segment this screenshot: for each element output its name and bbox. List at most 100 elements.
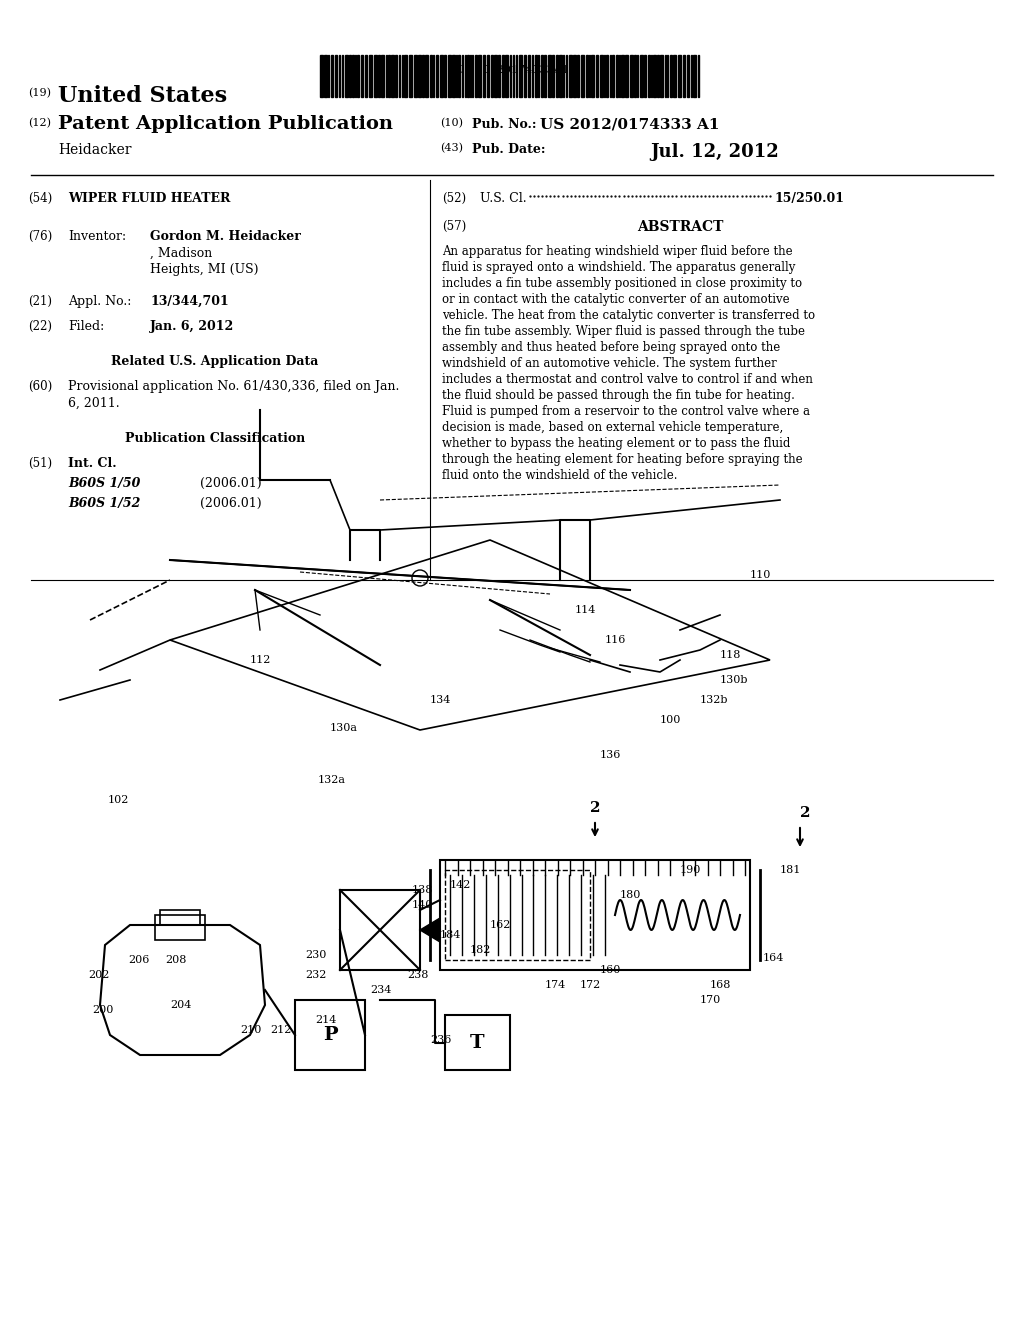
Text: U.S. Cl.: U.S. Cl. xyxy=(480,191,526,205)
Bar xyxy=(475,55,476,96)
Bar xyxy=(324,55,327,96)
Text: the fluid should be passed through the fin tube for heating.: the fluid should be passed through the f… xyxy=(442,389,795,403)
Bar xyxy=(390,55,393,96)
Text: (60): (60) xyxy=(28,380,52,393)
Text: 112: 112 xyxy=(250,655,271,665)
Text: decision is made, based on external vehicle temperature,: decision is made, based on external vehi… xyxy=(442,421,783,434)
Text: 138: 138 xyxy=(412,884,433,895)
Text: B60S 1/50: B60S 1/50 xyxy=(68,477,140,490)
Bar xyxy=(340,890,420,970)
Text: 200: 200 xyxy=(92,1005,114,1015)
Bar xyxy=(589,55,590,96)
Bar xyxy=(357,55,358,96)
Bar xyxy=(606,55,607,96)
Text: windshield of an automotive vehicle. The system further: windshield of an automotive vehicle. The… xyxy=(442,356,777,370)
Text: 184: 184 xyxy=(440,931,462,940)
Text: An apparatus for heating windshield wiper fluid before the: An apparatus for heating windshield wipe… xyxy=(442,246,793,257)
Bar xyxy=(331,55,333,96)
Text: 136: 136 xyxy=(600,750,622,760)
Bar xyxy=(471,55,473,96)
Text: 100: 100 xyxy=(660,715,681,725)
Bar xyxy=(596,55,598,96)
Text: Int. Cl.: Int. Cl. xyxy=(68,457,117,470)
Bar xyxy=(465,55,466,96)
Text: US 20120174333A1: US 20120174333A1 xyxy=(455,65,569,75)
Bar xyxy=(447,55,451,96)
Bar xyxy=(634,55,636,96)
Text: 134: 134 xyxy=(430,696,452,705)
Text: 204: 204 xyxy=(170,1001,191,1010)
Bar xyxy=(160,909,200,925)
Text: 162: 162 xyxy=(490,920,511,931)
Text: United States: United States xyxy=(58,84,227,107)
Text: WIPER FLUID HEATER: WIPER FLUID HEATER xyxy=(68,191,230,205)
Text: Heights, MI (US): Heights, MI (US) xyxy=(150,263,258,276)
Bar xyxy=(599,55,602,96)
Text: Heidacker: Heidacker xyxy=(58,143,131,157)
Text: 182: 182 xyxy=(470,945,492,954)
Bar xyxy=(360,55,362,96)
Bar xyxy=(612,55,613,96)
Text: 116: 116 xyxy=(605,635,627,645)
Text: 208: 208 xyxy=(165,954,186,965)
Text: Inventor:: Inventor: xyxy=(68,230,126,243)
Bar xyxy=(467,55,469,96)
Text: whether to bypass the heating element or to pass the fluid: whether to bypass the heating element or… xyxy=(442,437,791,450)
Text: 210: 210 xyxy=(240,1026,261,1035)
Text: 132b: 132b xyxy=(700,696,728,705)
Text: includes a thermostat and control valve to control if and when: includes a thermostat and control valve … xyxy=(442,374,813,385)
Bar xyxy=(556,55,557,96)
Bar xyxy=(650,55,652,96)
Text: the fin tube assembly. Wiper fluid is passed through the tube: the fin tube assembly. Wiper fluid is pa… xyxy=(442,325,805,338)
Bar xyxy=(445,1015,510,1071)
Bar xyxy=(678,55,681,96)
Text: 238: 238 xyxy=(407,970,428,979)
Text: 102: 102 xyxy=(108,795,129,805)
Text: 110: 110 xyxy=(750,570,771,579)
Bar xyxy=(569,55,571,96)
Bar xyxy=(398,55,400,96)
Bar xyxy=(544,55,546,96)
Bar xyxy=(374,55,377,96)
Text: (76): (76) xyxy=(28,230,52,243)
Text: (51): (51) xyxy=(28,457,52,470)
Text: (57): (57) xyxy=(442,220,466,234)
Text: fluid onto the windshield of the vehicle.: fluid onto the windshield of the vehicle… xyxy=(442,469,678,482)
Bar xyxy=(637,55,638,96)
Bar xyxy=(505,55,508,96)
Bar xyxy=(586,55,588,96)
Bar xyxy=(429,55,431,96)
Text: 212: 212 xyxy=(270,1026,292,1035)
Bar xyxy=(577,55,579,96)
Text: ABSTRACT: ABSTRACT xyxy=(637,220,723,234)
Text: (22): (22) xyxy=(28,319,52,333)
Text: Filed:: Filed: xyxy=(68,319,104,333)
Text: (2006.01): (2006.01) xyxy=(200,477,261,490)
Bar xyxy=(477,55,480,96)
Bar xyxy=(528,55,529,96)
Bar xyxy=(552,55,554,96)
Text: includes a fin tube assembly positioned in close proximity to: includes a fin tube assembly positioned … xyxy=(442,277,802,290)
Bar xyxy=(444,55,446,96)
Bar xyxy=(436,55,438,96)
Polygon shape xyxy=(420,917,440,942)
Bar xyxy=(644,55,646,96)
Bar xyxy=(512,55,514,96)
Bar xyxy=(558,55,561,96)
Bar xyxy=(653,55,655,96)
Text: P: P xyxy=(323,1026,337,1044)
Bar xyxy=(541,55,543,96)
Bar xyxy=(640,55,642,96)
Text: US 2012/0174333 A1: US 2012/0174333 A1 xyxy=(540,117,720,132)
Bar xyxy=(387,55,389,96)
Text: fluid is sprayed onto a windshield. The apparatus generally: fluid is sprayed onto a windshield. The … xyxy=(442,261,796,275)
Text: 214: 214 xyxy=(315,1015,336,1026)
Bar xyxy=(445,870,590,960)
Text: or in contact with the catalytic converter of an automotive: or in contact with the catalytic convert… xyxy=(442,293,790,306)
Text: B60S 1/52: B60S 1/52 xyxy=(68,498,140,510)
Text: (12): (12) xyxy=(28,117,51,128)
Text: (2006.01): (2006.01) xyxy=(200,498,261,510)
Text: Jan. 6, 2012: Jan. 6, 2012 xyxy=(150,319,234,333)
Text: (54): (54) xyxy=(28,191,52,205)
Text: 130b: 130b xyxy=(720,675,749,685)
